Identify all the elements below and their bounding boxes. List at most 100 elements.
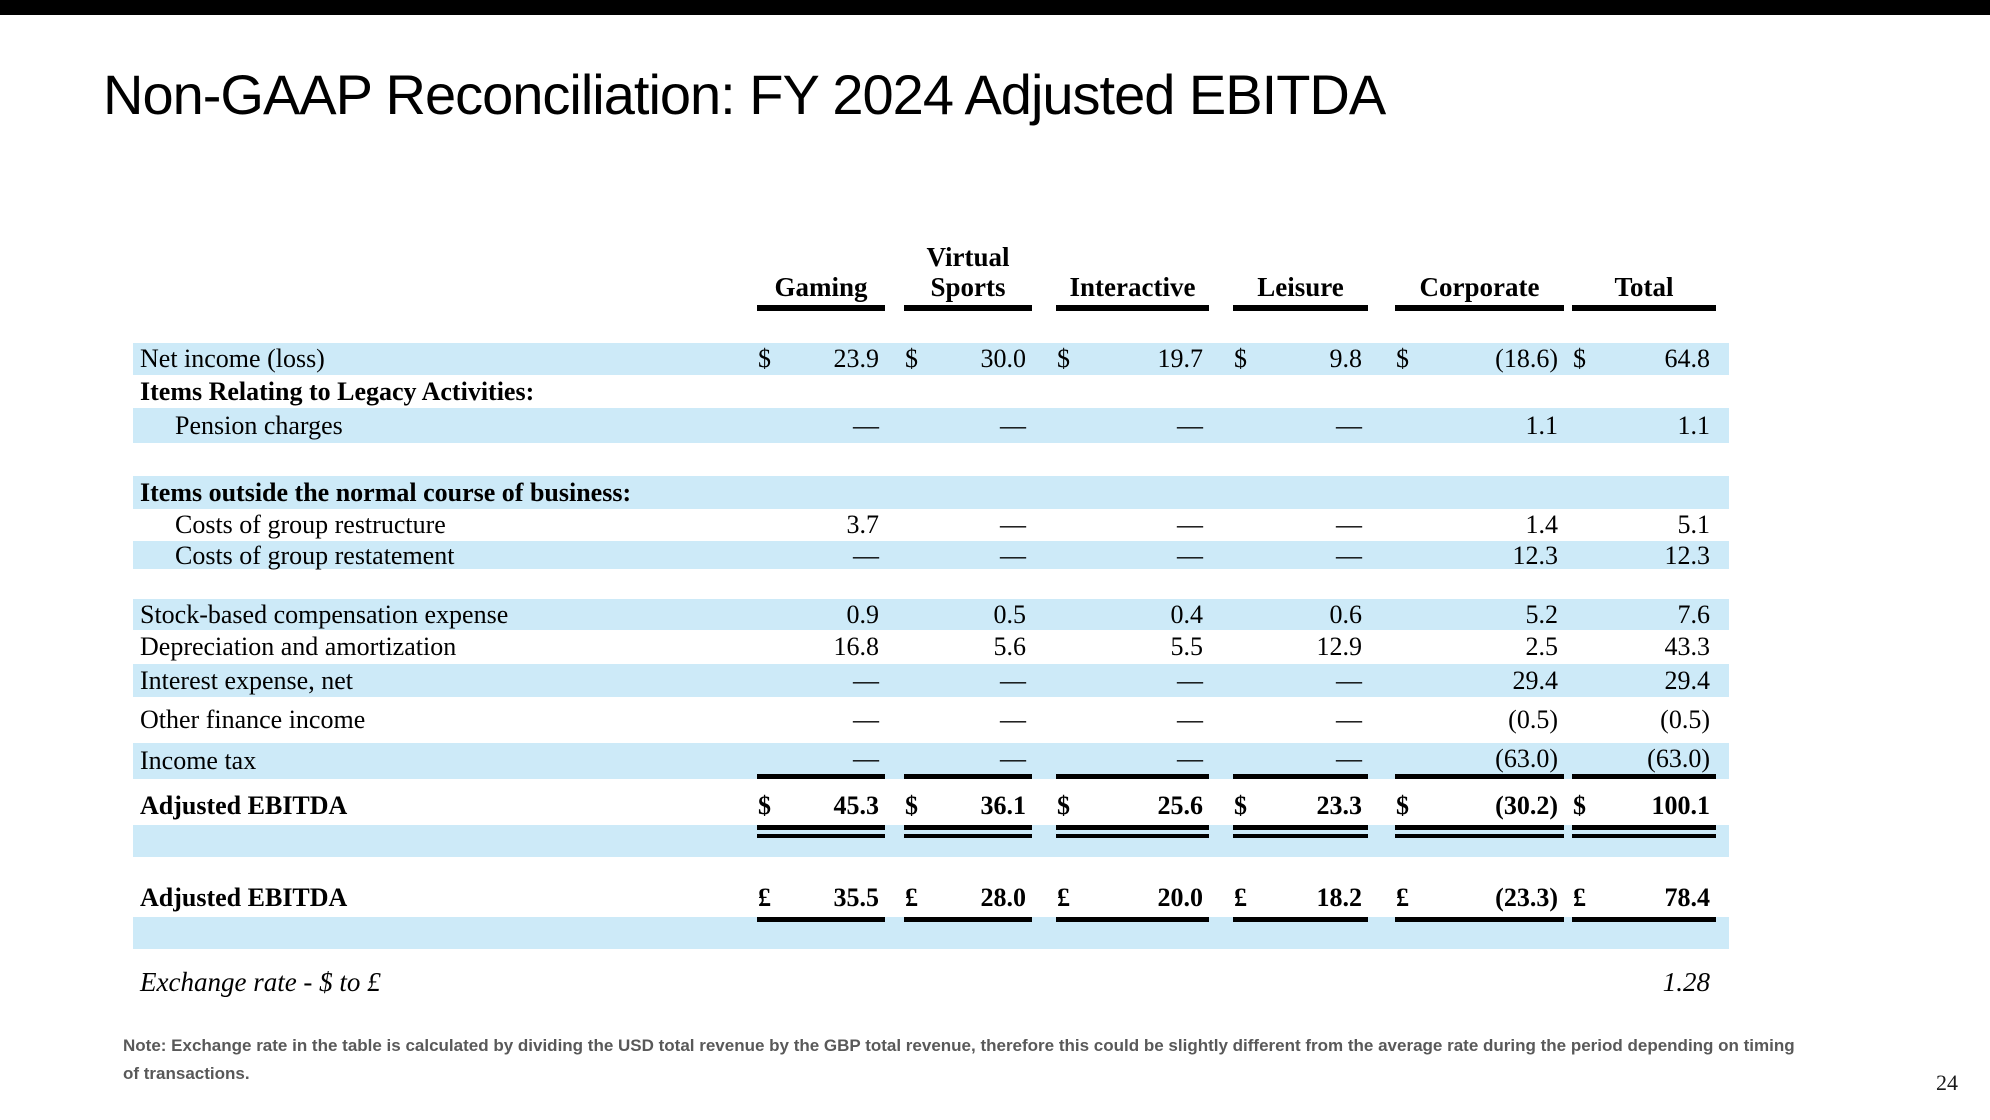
cell-value: (30.2) [1495, 791, 1558, 820]
cell-total: 7.6 [1572, 599, 1716, 630]
cell-value: (63.0) [1495, 743, 1558, 773]
table-row: Income tax — — — — (63.0) (63.0) [133, 743, 1729, 779]
currency-symbol: $ [1234, 791, 1247, 820]
rule-cell-virtual-sports [904, 825, 1032, 857]
single-rule [757, 917, 885, 922]
cell-leisure: — [1233, 509, 1368, 541]
single-rule [1233, 917, 1368, 922]
cell-corporate: 5.2 [1395, 599, 1564, 630]
cell-virtual-sports: £28.0 [904, 879, 1032, 917]
spacer-row [133, 443, 1729, 476]
row-label: Interest expense, net [140, 665, 353, 695]
ruleband-row [133, 917, 1729, 949]
table-header-row: Gaming Virtual Sports Interactive Leisure Co… [133, 228, 1729, 311]
cell-value: 1.4 [1525, 510, 1559, 539]
currency-symbol: $ [1057, 791, 1070, 820]
cell-value: 12.3 [1512, 541, 1559, 570]
column-header-leisure: Leisure [1233, 228, 1368, 311]
cell-total: 29.4 [1572, 664, 1716, 697]
cell-value: 18.2 [1316, 883, 1363, 912]
cell-interactive: £20.0 [1056, 879, 1209, 917]
footnote-line-2: of transactions. [123, 1064, 250, 1083]
top-black-bar [0, 0, 1990, 15]
currency-symbol: £ [1057, 883, 1070, 912]
section-row: Items Relating to Legacy Activities: [133, 375, 1729, 408]
table-row: Pension charges — — — — 1.1 1.1 [133, 408, 1729, 443]
row-label: Adjusted EBITDA [140, 883, 348, 912]
single-rule [1056, 917, 1209, 922]
reconciliation-table: Gaming Virtual Sports Interactive Leisure Co… [133, 228, 1729, 1000]
cell-value: — [1177, 510, 1203, 539]
cell-interactive: — [1056, 509, 1209, 541]
page-number: 24 [1936, 1070, 1958, 1095]
row-label: Adjusted EBITDA [140, 791, 348, 820]
cell-value: 78.4 [1664, 883, 1711, 912]
footnote: Note: Exchange rate in the table is calc… [123, 1032, 1803, 1088]
spacer-row [133, 569, 1729, 599]
cell-value: 29.4 [1664, 665, 1711, 695]
currency-symbol: £ [1573, 883, 1586, 912]
double-rule [1056, 825, 1209, 838]
double-rule [904, 825, 1032, 838]
cell-value: 23.3 [1316, 791, 1363, 820]
cell-interactive: $25.6 [1056, 787, 1209, 825]
slide-title: Non-GAAP Reconciliation: FY 2024 Adjuste… [103, 63, 1386, 126]
cell-value: — [853, 665, 879, 695]
cell-leisure: — [1233, 541, 1368, 571]
spacer-row [133, 779, 1729, 787]
currency-symbol: $ [905, 344, 918, 373]
cell-value: — [1336, 743, 1362, 773]
table-row: Costs of group restructure 3.7 — — — 1.4 5.1 [133, 509, 1729, 541]
cell-interactive: 5.5 [1056, 630, 1209, 664]
cell-value: 5.6 [993, 632, 1027, 661]
cell-total: $100.1 [1572, 787, 1716, 825]
rule-cell-interactive [1056, 917, 1209, 949]
cell-leisure: — [1233, 697, 1368, 743]
cell-gaming: — [757, 541, 885, 571]
cell-value: — [1000, 665, 1026, 695]
cell-value: — [853, 410, 879, 440]
cell-corporate: £ (23.3) [1395, 879, 1564, 917]
cell-interactive: $19.7 [1056, 343, 1209, 375]
column-header-total: Total [1572, 228, 1716, 311]
cell-virtual-sports: — [904, 509, 1032, 541]
row-label: Depreciation and amortization [140, 632, 457, 661]
cell-value: 5.1 [1677, 510, 1711, 539]
cell-total: (0.5) [1572, 697, 1716, 743]
table-row: Costs of group restatement — — — — 12.3 12.3 [133, 541, 1729, 571]
cell-value: — [1000, 510, 1026, 539]
cell-leisure: $23.3 [1233, 787, 1368, 825]
cell-gaming: $23.9 [757, 343, 885, 375]
currency-symbol: £ [1396, 883, 1409, 912]
cell-value: 0.5 [993, 599, 1027, 629]
row-label: Costs of group restatement [175, 541, 455, 570]
cell-value: (23.3) [1495, 883, 1558, 912]
cell-total: £78.4 [1572, 879, 1716, 917]
cell-value: 5.5 [1170, 632, 1204, 661]
double-rule [1233, 825, 1368, 838]
spacer-row [133, 857, 1729, 879]
cell-value: — [1336, 541, 1362, 570]
rule-cell-gaming [757, 917, 885, 949]
table-row: Adjusted EBITDA £35.5 £28.0 £20.0 £18.2 £ (23.… [133, 879, 1729, 917]
cell-corporate: $ (30.2) [1395, 787, 1564, 825]
cell-virtual-sports: — [904, 697, 1032, 743]
cell-corporate: 1.4 [1395, 509, 1564, 541]
cell-value: 16.8 [833, 632, 880, 661]
row-label: Items outside the normal course of busin… [140, 477, 632, 507]
cell-total: 43.3 [1572, 630, 1716, 664]
rule-cell-corporate [1395, 917, 1564, 949]
cell-corporate: 29.4 [1395, 664, 1564, 697]
rule-cell-leisure [1233, 917, 1368, 949]
row-label: Stock-based compensation expense [140, 599, 509, 629]
cell-value: 35.5 [833, 883, 880, 912]
single-rule [1572, 917, 1716, 922]
cell-virtual-sports: 5.6 [904, 630, 1032, 664]
cell-value: 23.9 [833, 344, 880, 373]
section-row: Items outside the normal course of busin… [133, 476, 1729, 509]
cell-value: 43.3 [1664, 632, 1711, 661]
currency-symbol: $ [1234, 344, 1247, 373]
column-header-corporate: Corporate [1395, 228, 1564, 311]
cell-value: 64.8 [1664, 344, 1711, 373]
cell-virtual-sports: — [904, 664, 1032, 697]
